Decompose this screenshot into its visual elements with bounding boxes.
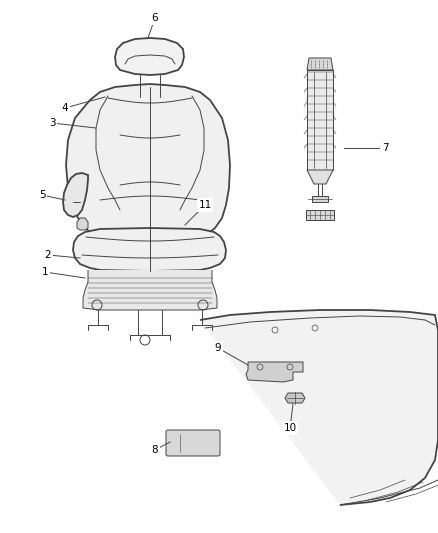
Polygon shape: [285, 393, 305, 403]
Polygon shape: [200, 310, 438, 505]
Text: 3: 3: [49, 118, 55, 128]
Text: 8: 8: [152, 445, 158, 455]
Polygon shape: [66, 84, 230, 245]
Text: 9: 9: [215, 343, 221, 353]
Text: 6: 6: [152, 13, 158, 23]
FancyBboxPatch shape: [166, 430, 220, 456]
Polygon shape: [307, 58, 333, 70]
Text: 4: 4: [62, 103, 68, 113]
Polygon shape: [312, 196, 328, 202]
Text: 11: 11: [198, 200, 212, 210]
Polygon shape: [246, 362, 303, 382]
Polygon shape: [307, 70, 333, 170]
Text: 10: 10: [283, 423, 297, 433]
Text: 2: 2: [45, 250, 51, 260]
Polygon shape: [63, 173, 88, 217]
Text: 5: 5: [39, 190, 45, 200]
Polygon shape: [115, 38, 184, 75]
Text: 7: 7: [381, 143, 389, 153]
Polygon shape: [73, 228, 226, 271]
Text: 1: 1: [42, 267, 48, 277]
Polygon shape: [307, 170, 333, 184]
Polygon shape: [83, 270, 217, 310]
Polygon shape: [77, 218, 88, 230]
Polygon shape: [306, 210, 334, 220]
